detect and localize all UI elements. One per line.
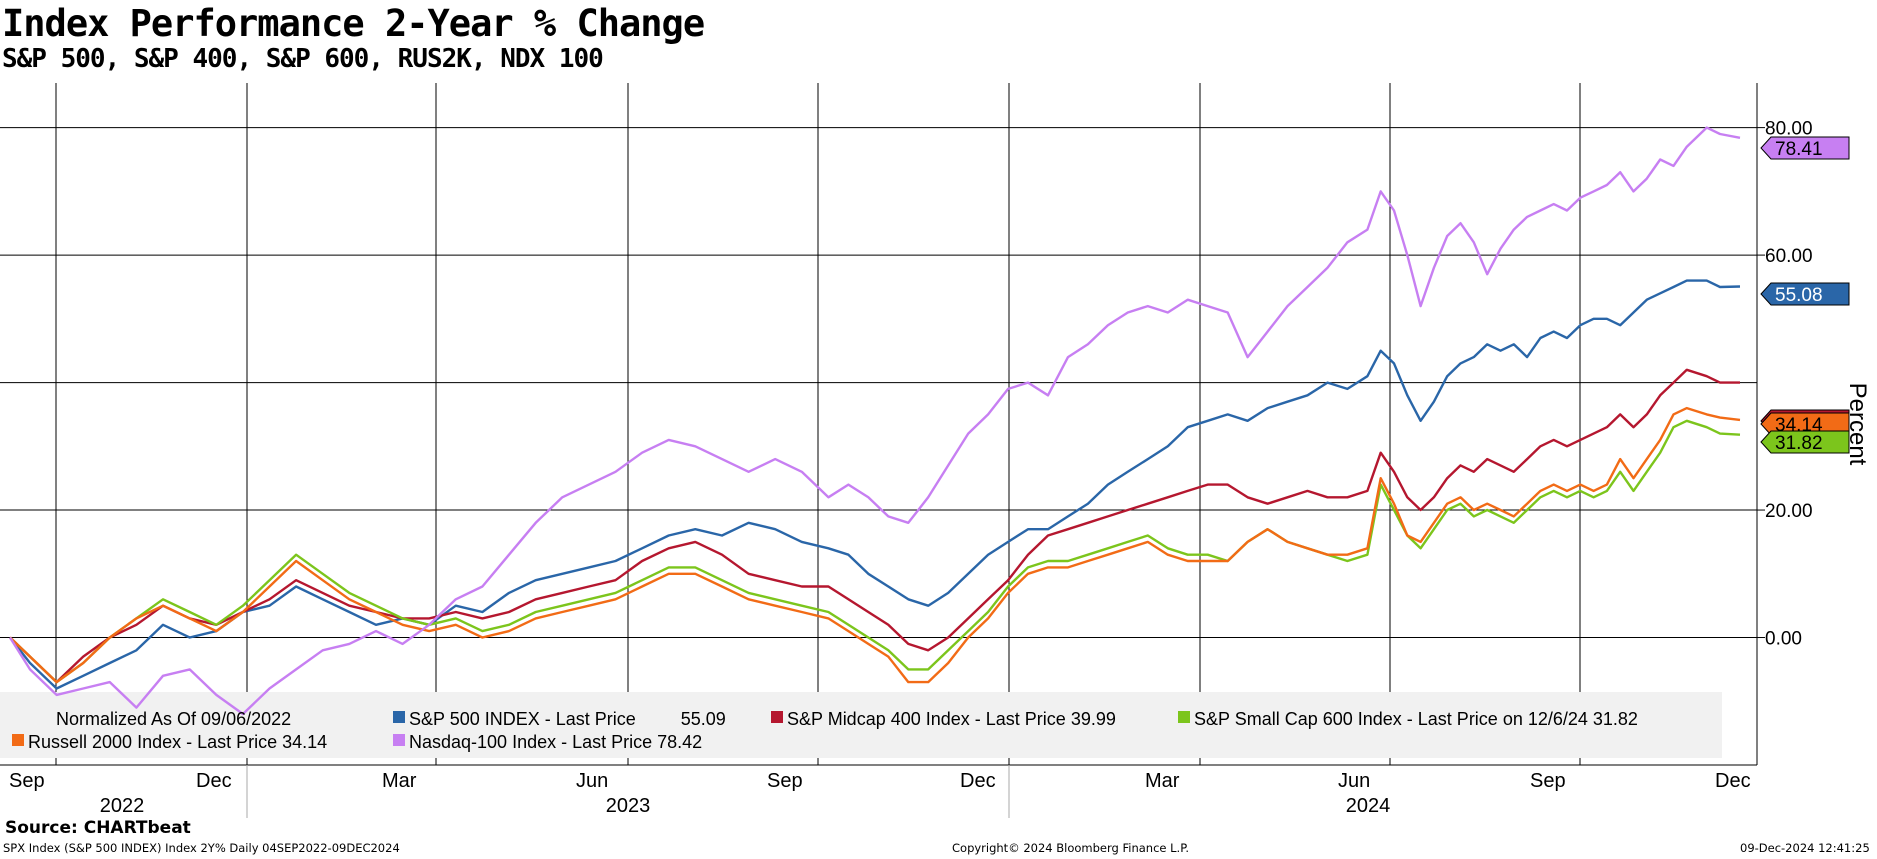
x-year-label: 2024 <box>1346 795 1391 817</box>
legend-entry: Nasdaq-100 Index - Last Price 78.42 <box>409 732 702 752</box>
legend-swatch <box>393 711 405 723</box>
x-tick-label: Sep <box>767 770 803 792</box>
last-value-tag <box>1760 136 1850 160</box>
legend-entry: Normalized As Of 09/06/2022 <box>56 709 291 729</box>
x-year-label: 2023 <box>606 795 651 817</box>
legend-entry: S&P 500 INDEX - Last Price 55.09 <box>409 709 726 729</box>
y-tick-label: 60.00 <box>1765 246 1813 267</box>
y-tick-label: 80.00 <box>1765 119 1813 140</box>
chart-subtitle: S&P 500, S&P 400, S&P 600, RUS2K, NDX 10… <box>2 44 604 74</box>
x-year-label: 2022 <box>100 795 145 817</box>
x-tick-label: Jun <box>576 770 608 792</box>
series-line <box>9 406 1741 684</box>
y-axis-title: Percent <box>1844 383 1871 466</box>
x-tick-label: Mar <box>382 770 417 792</box>
chart-title: Index Performance 2-Year % Change <box>2 2 705 45</box>
copyright-text: Copyright© 2024 Bloomberg Finance L.P. <box>952 841 1189 855</box>
last-value-tag <box>1760 430 1850 454</box>
legend-swatch <box>393 734 405 746</box>
legend-entry: S&P Small Cap 600 Index - Last Price on … <box>1194 709 1638 729</box>
source-label: Source: CHARTbeat <box>5 818 191 838</box>
x-tick-label: Mar <box>1145 770 1180 792</box>
legend-entry: Russell 2000 Index - Last Price 34.14 <box>28 732 327 752</box>
series-line <box>9 279 1741 690</box>
legend-swatch <box>1178 711 1190 723</box>
series-line <box>9 368 1740 684</box>
y-tick-label: 0.00 <box>1765 629 1802 650</box>
y-tick-label: 20.00 <box>1765 501 1813 522</box>
x-tick-label: Dec <box>1715 770 1751 792</box>
timestamp: 09-Dec-2024 12:41:25 <box>1740 841 1870 855</box>
legend-box <box>0 692 1722 758</box>
last-value-label: 55.08 <box>1775 285 1823 306</box>
legend-entry: S&P Midcap 400 Index - Last Price 39.99 <box>787 709 1116 729</box>
ticker-info: SPX Index (S&P 500 INDEX) Index 2Y% Dail… <box>3 841 400 855</box>
x-tick-label: Sep <box>9 770 45 792</box>
x-tick-label: Dec <box>960 770 996 792</box>
legend-swatch <box>12 734 24 746</box>
series-line <box>8 126 1741 716</box>
x-tick-label: Jun <box>1338 770 1370 792</box>
last-value-label: 78.41 <box>1775 139 1823 160</box>
last-value-label: 31.82 <box>1775 433 1823 454</box>
legend-swatch <box>771 711 783 723</box>
last-value-tag <box>1760 282 1850 306</box>
x-tick-label: Sep <box>1530 770 1566 792</box>
series-line <box>9 419 1741 684</box>
x-tick-label: Dec <box>196 770 232 792</box>
